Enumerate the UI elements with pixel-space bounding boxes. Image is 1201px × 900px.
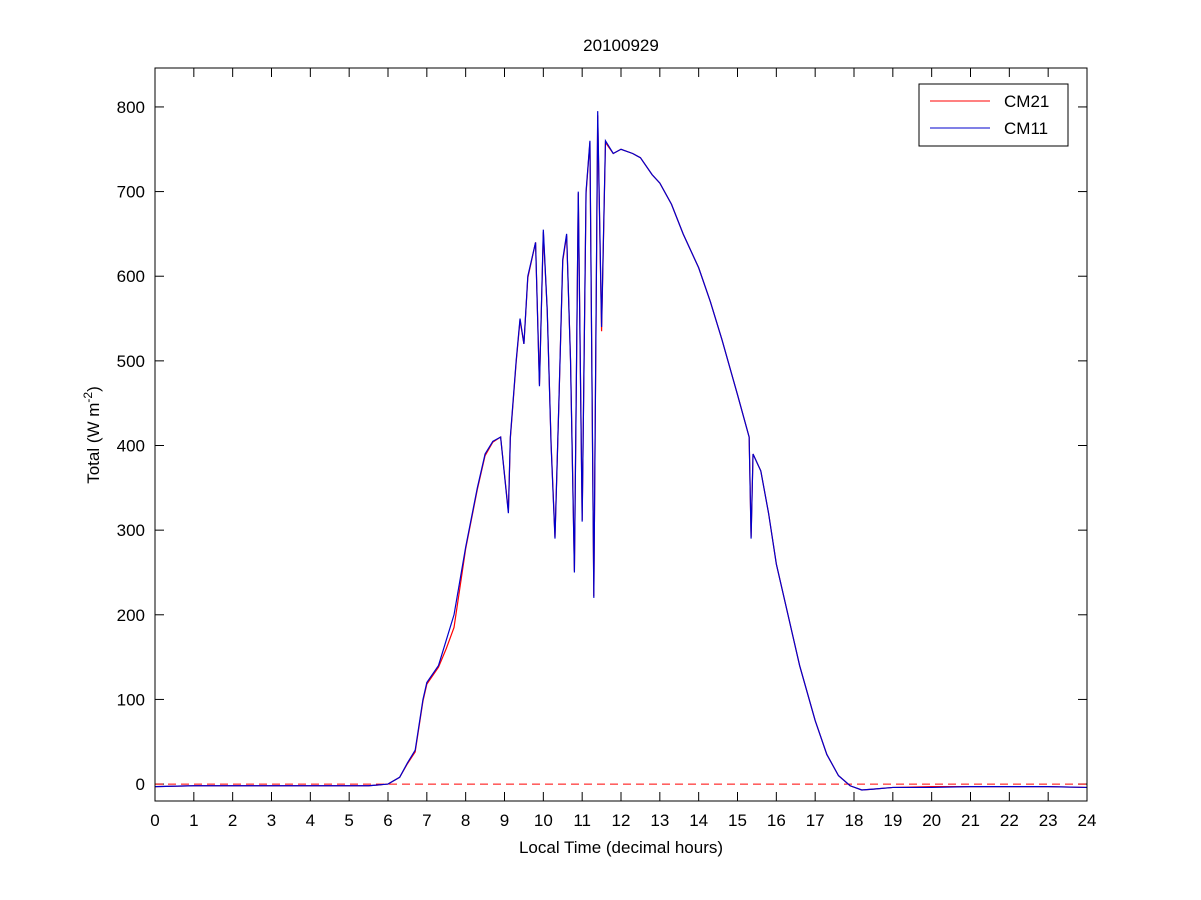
y-tick-label: 800 (117, 98, 145, 117)
x-tick-label: 14 (689, 811, 708, 830)
x-tick-label: 2 (228, 811, 237, 830)
x-tick-label: 5 (344, 811, 353, 830)
x-tick-label: 9 (500, 811, 509, 830)
legend-label: CM21 (1004, 92, 1049, 111)
series-line (154, 111, 1088, 791)
x-tick-label: 11 (573, 811, 591, 830)
y-tick-label: 500 (117, 352, 145, 371)
y-label-suffix: ) (84, 386, 103, 392)
x-tick-label: 23 (1039, 811, 1058, 830)
x-tick-label: 6 (383, 811, 392, 830)
y-tick-label: 200 (117, 606, 145, 625)
x-tick-label: 12 (612, 811, 631, 830)
x-axis-label: Local Time (decimal hours) (519, 838, 723, 857)
x-tick-label: 16 (767, 811, 786, 830)
x-tick-label: 19 (883, 811, 902, 830)
legend-box (918, 83, 1069, 147)
y-axis-label: Total (W m-2) (81, 386, 103, 484)
x-tick-label: 24 (1078, 811, 1097, 830)
plot-frame (154, 67, 1088, 802)
y-tick-label: 100 (117, 690, 145, 709)
y-tick-label: 300 (117, 521, 145, 540)
x-tick-label: 20 (922, 811, 941, 830)
x-tick-label: 15 (728, 811, 747, 830)
y-label-sup: -2 (81, 392, 95, 403)
y-tick-label: 400 (117, 437, 145, 456)
y-tick-label: 600 (117, 267, 145, 286)
x-tick-label: 1 (189, 811, 198, 830)
x-tick-label: 8 (461, 811, 470, 830)
x-tick-label: 4 (306, 811, 315, 830)
x-tick-label: 21 (961, 811, 980, 830)
x-tick-label: 0 (150, 811, 159, 830)
x-tick-label: 13 (650, 811, 669, 830)
y-tick-label: 700 (117, 183, 145, 202)
chart-title: 20100929 (583, 36, 659, 55)
x-tick-label: 10 (534, 811, 553, 830)
x-tick-label: 17 (806, 811, 825, 830)
y-tick-label: 0 (136, 775, 145, 794)
legend-label: CM11 (1004, 119, 1048, 138)
y-label-text: Total (W m (84, 403, 103, 484)
x-tick-label: 22 (1000, 811, 1019, 830)
x-tick-label: 3 (267, 811, 276, 830)
x-tick-label: 18 (845, 811, 864, 830)
x-tick-label: 7 (422, 811, 431, 830)
